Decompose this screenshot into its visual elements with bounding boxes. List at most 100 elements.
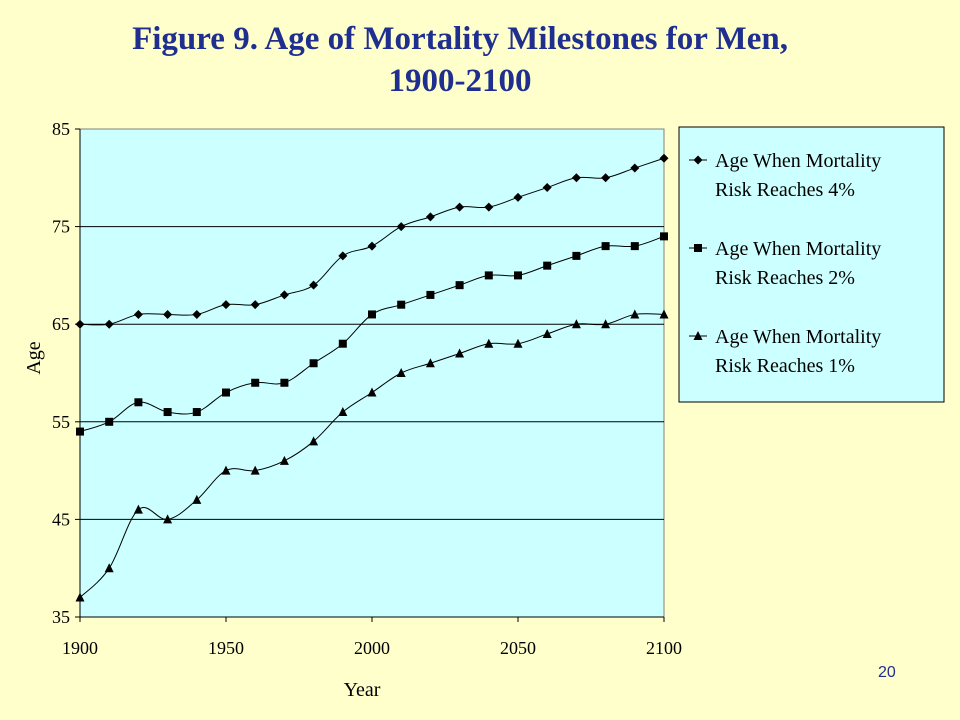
series-1-point-2000 xyxy=(367,241,377,251)
series-2 xyxy=(76,232,668,436)
series-1 xyxy=(75,153,669,329)
series-3-point-1910 xyxy=(104,563,114,573)
legend-label-3-line-1: Age When Mortality xyxy=(715,326,881,348)
legend-box xyxy=(678,126,945,403)
series-3-point-2070 xyxy=(571,319,581,329)
series-1-point-2010 xyxy=(396,222,406,232)
series-3-point-1950 xyxy=(221,465,231,475)
series-3-point-2020 xyxy=(425,358,435,368)
series-2-point-2100 xyxy=(660,232,668,241)
series-3-point-2100 xyxy=(659,309,669,319)
series-2-point-2000 xyxy=(368,310,376,319)
series-1-point-2060 xyxy=(542,183,552,193)
gridlines xyxy=(80,226,664,520)
series-3-point-2080 xyxy=(601,319,611,329)
series-2-point-2010 xyxy=(397,300,406,309)
series-2-point-2030 xyxy=(455,281,464,290)
series-2-point-2080 xyxy=(601,242,610,251)
y-tick-label-65: 65 xyxy=(52,314,70,334)
series-2-point-1950 xyxy=(222,388,230,397)
series-3 xyxy=(75,309,669,602)
x-tick-label-1900: 1900 xyxy=(62,638,98,658)
legend-label-1-line-2: Risk Reaches 4% xyxy=(715,179,855,201)
series-2-point-1900 xyxy=(76,427,84,436)
series-1-point-1920 xyxy=(133,309,143,319)
series-3-point-1900 xyxy=(75,592,85,602)
y-axis-label: Age xyxy=(23,341,45,374)
series-3-point-2010 xyxy=(396,368,406,377)
series-1-point-1900 xyxy=(75,319,85,329)
series-3-point-1940 xyxy=(192,494,202,504)
legend-item-1: Age When Mortality Risk Reaches 4% xyxy=(689,150,881,201)
series-3-point-1970 xyxy=(279,455,289,465)
series-3-point-2000 xyxy=(367,387,377,397)
series-1-point-2040 xyxy=(484,202,494,212)
series-3-point-1960 xyxy=(250,465,260,475)
series-3-point-2060 xyxy=(542,328,552,338)
series-2-point-2070 xyxy=(572,251,581,260)
series-1-point-2090 xyxy=(630,163,640,173)
y-tick-label-45: 45 xyxy=(52,509,70,529)
series-1-point-1910 xyxy=(104,319,114,329)
series-3-point-2030 xyxy=(455,348,465,358)
series-1-point-1980 xyxy=(309,280,319,290)
series-2-point-1940 xyxy=(192,408,201,417)
series-3-point-2050 xyxy=(513,338,523,348)
legend-marker-2 xyxy=(694,244,702,252)
series-2-point-1980 xyxy=(309,359,318,368)
legend-label-2-line-2: Risk Reaches 2% xyxy=(715,267,855,289)
y-tick-label-55: 55 xyxy=(52,412,70,432)
plot-area xyxy=(79,128,665,618)
series-3-point-1920 xyxy=(133,504,143,514)
series-2-point-2090 xyxy=(630,242,639,251)
legend-label-2-line-1: Age When Mortality xyxy=(715,238,881,260)
chart-title-line-1: Figure 9. Age of Mortality Milestones fo… xyxy=(132,21,788,57)
legend-item-2: Age When Mortality Risk Reaches 2% xyxy=(689,238,881,289)
y-tick-label-75: 75 xyxy=(52,217,70,237)
series-2-point-1960 xyxy=(251,378,260,387)
series-2-point-2040 xyxy=(484,271,493,280)
series-1-point-1960 xyxy=(250,300,260,310)
series-2-point-1970 xyxy=(280,378,289,387)
series-2-point-2020 xyxy=(426,290,435,299)
legend-marker-1 xyxy=(693,155,703,165)
x-axis-label: Year xyxy=(344,679,381,701)
x-tick-label-2050: 2050 xyxy=(500,638,536,658)
series-2-point-1990 xyxy=(338,339,347,348)
series-3-point-2090 xyxy=(630,309,640,319)
x-axis-ticks: 1900 1950 2000 2050 2100 xyxy=(62,617,682,658)
x-tick-label-2000: 2000 xyxy=(354,638,390,658)
series-3-point-1980 xyxy=(309,436,319,446)
legend-label-3-line-2: Risk Reaches 1% xyxy=(715,355,855,377)
legend-label-1-line-1: Age When Mortality xyxy=(715,150,881,172)
series-1-point-2100 xyxy=(659,153,669,163)
chart-title: Figure 9. Age of Mortality Milestones fo… xyxy=(0,18,920,102)
legend-marker-3 xyxy=(693,331,703,340)
series-3-point-1990 xyxy=(338,407,348,417)
series-1-point-2080 xyxy=(601,173,611,183)
series-2-point-1930 xyxy=(163,408,172,417)
legend-item-3: Age When Mortality Risk Reaches 1% xyxy=(689,326,881,377)
series-1-point-1930 xyxy=(163,309,173,319)
series-2-point-1910 xyxy=(105,417,114,426)
series-1-point-2020 xyxy=(425,212,435,222)
x-tick-label-2100: 2100 xyxy=(646,638,682,658)
series-1-point-1950 xyxy=(221,300,231,310)
series-1-point-2050 xyxy=(513,192,523,202)
y-tick-label-85: 85 xyxy=(52,119,70,139)
series-3-point-2040 xyxy=(484,338,494,348)
series-2-point-1920 xyxy=(134,398,143,407)
page-number: 20 xyxy=(878,664,896,681)
series-2-point-2050 xyxy=(514,271,522,280)
y-tick-label-35: 35 xyxy=(52,607,70,627)
x-tick-label-1950: 1950 xyxy=(208,638,244,658)
series-1-point-2030 xyxy=(455,202,465,212)
series-1-point-1970 xyxy=(279,290,289,300)
y-axis-ticks: 35 45 55 65 75 85 xyxy=(52,119,80,627)
series-2-point-2060 xyxy=(543,261,552,270)
series-1-point-1990 xyxy=(338,251,348,261)
series-group xyxy=(75,153,669,602)
series-3-point-1930 xyxy=(163,514,173,524)
